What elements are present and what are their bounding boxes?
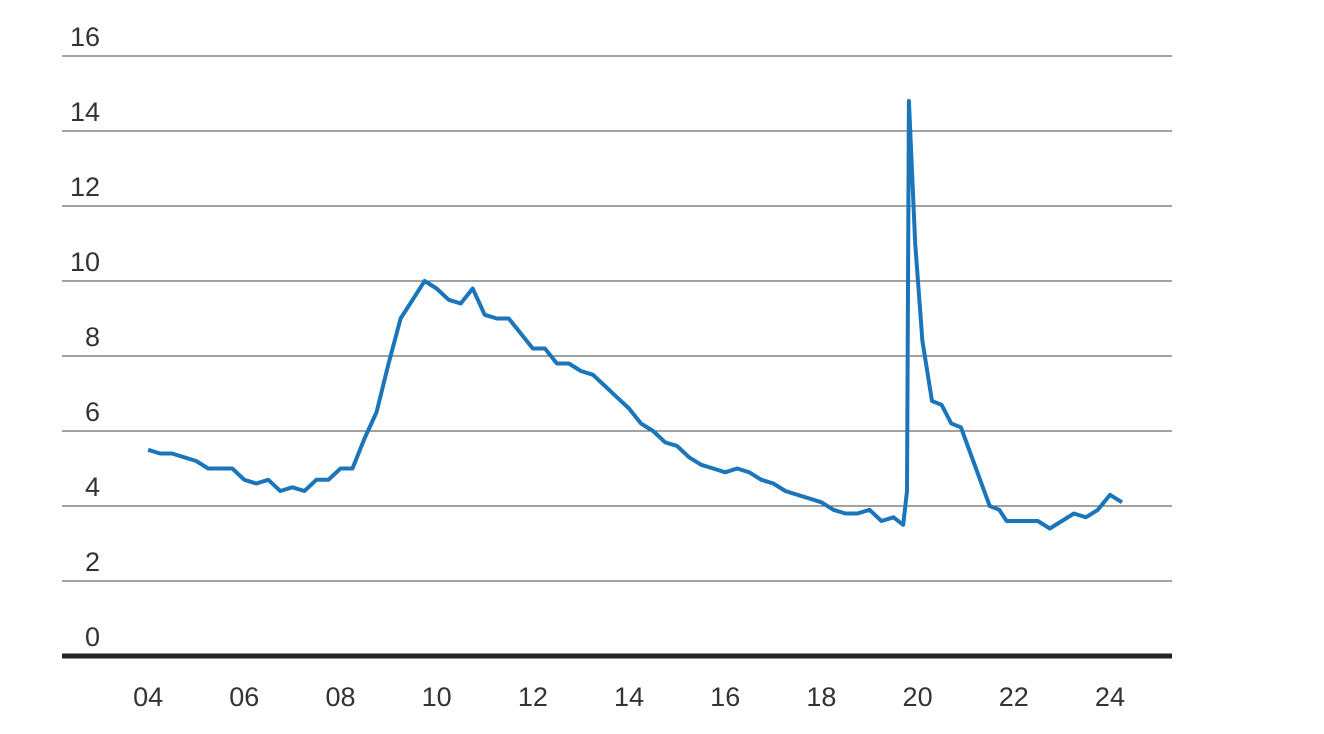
y-tick-label: 10: [70, 247, 100, 277]
x-tick-label: 22: [999, 682, 1029, 712]
y-tick-label: 14: [70, 97, 100, 127]
y-tick-label: 6: [85, 397, 100, 427]
y-tick-label: 4: [85, 472, 100, 502]
x-tick-label: 20: [903, 682, 933, 712]
y-tick-label: 2: [85, 547, 100, 577]
y-tick-label: 16: [70, 22, 100, 52]
y-tick-label: 0: [85, 622, 100, 652]
x-tick-label: 24: [1095, 682, 1125, 712]
y-tick-label: 8: [85, 322, 100, 352]
x-tick-label: 08: [325, 682, 355, 712]
x-tick-label: 10: [422, 682, 452, 712]
x-tick-label: 18: [806, 682, 836, 712]
y-tick-label: 12: [70, 172, 100, 202]
x-tick-label: 04: [133, 682, 163, 712]
x-tick-label: 06: [229, 682, 259, 712]
x-tick-label: 16: [710, 682, 740, 712]
x-tick-label: 14: [614, 682, 644, 712]
data-line: [147, 99, 1124, 531]
x-tick-label: 12: [518, 682, 548, 712]
